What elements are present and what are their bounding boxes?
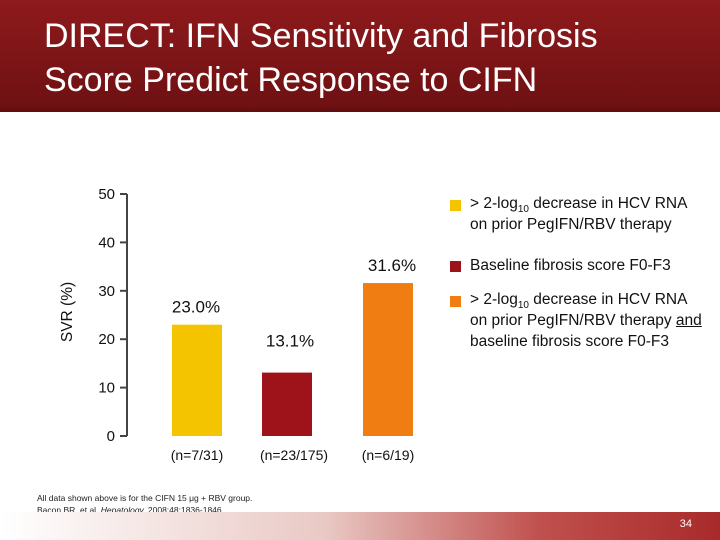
footnote-line-2: Bacon BR, et al. Hepatology. 2008;48:183… [37,505,224,515]
footnote: All data shown above is for the CIFN 15 … [37,492,252,516]
legend-swatch-orange [450,296,461,307]
legend-label-2: Baseline fibrosis score F0-F3 [470,257,671,274]
slide-title: DIRECT: IFN Sensitivity and Fibrosis Sco… [44,14,704,102]
legend-label-1b: on prior PegIFN/RBV therapy [470,216,672,233]
title-banner: DIRECT: IFN Sensitivity and Fibrosis Sco… [0,0,720,112]
bar-value-label: 13.1% [266,332,314,351]
legend-label-3a: > 2-log10 decrease in HCV RNA [470,291,688,312]
y-axis-title: SVR (%) [59,282,76,342]
category-label: (n=6/19) [362,447,415,463]
bar-1 [172,324,222,436]
y-tick-label: 10 [98,380,115,397]
page-number: 34 [679,518,692,530]
legend-swatch-yellow [450,200,461,211]
bar-value-label: 31.6% [368,256,416,275]
footnote-line-1: All data shown above is for the CIFN 15 … [37,493,253,503]
legend-label-1a: > 2-log10 decrease in HCV RNA [470,195,688,216]
y-tick-label: 20 [98,331,115,348]
legend-label-3c: baseline fibrosis score F0-F3 [470,333,669,350]
category-label: (n=23/175) [260,447,328,463]
bar-3 [363,283,413,436]
legend-label-3b: on prior PegIFN/RBV therapy and [470,312,702,329]
y-tick-label: 30 [98,283,115,300]
y-tick-label: 50 [98,186,115,203]
title-line-2: Score Predict Response to CIFN [44,61,538,99]
y-tick-label: 0 [107,428,115,445]
footer-bar: 34 [0,512,720,540]
y-tick-label: 40 [98,234,115,251]
bar-2 [262,372,312,436]
bar-value-label: 23.0% [172,298,220,317]
legend-swatch-red [450,261,461,272]
title-line-1: DIRECT: IFN Sensitivity and Fibrosis [44,17,598,55]
category-label: (n=7/31) [171,447,224,463]
